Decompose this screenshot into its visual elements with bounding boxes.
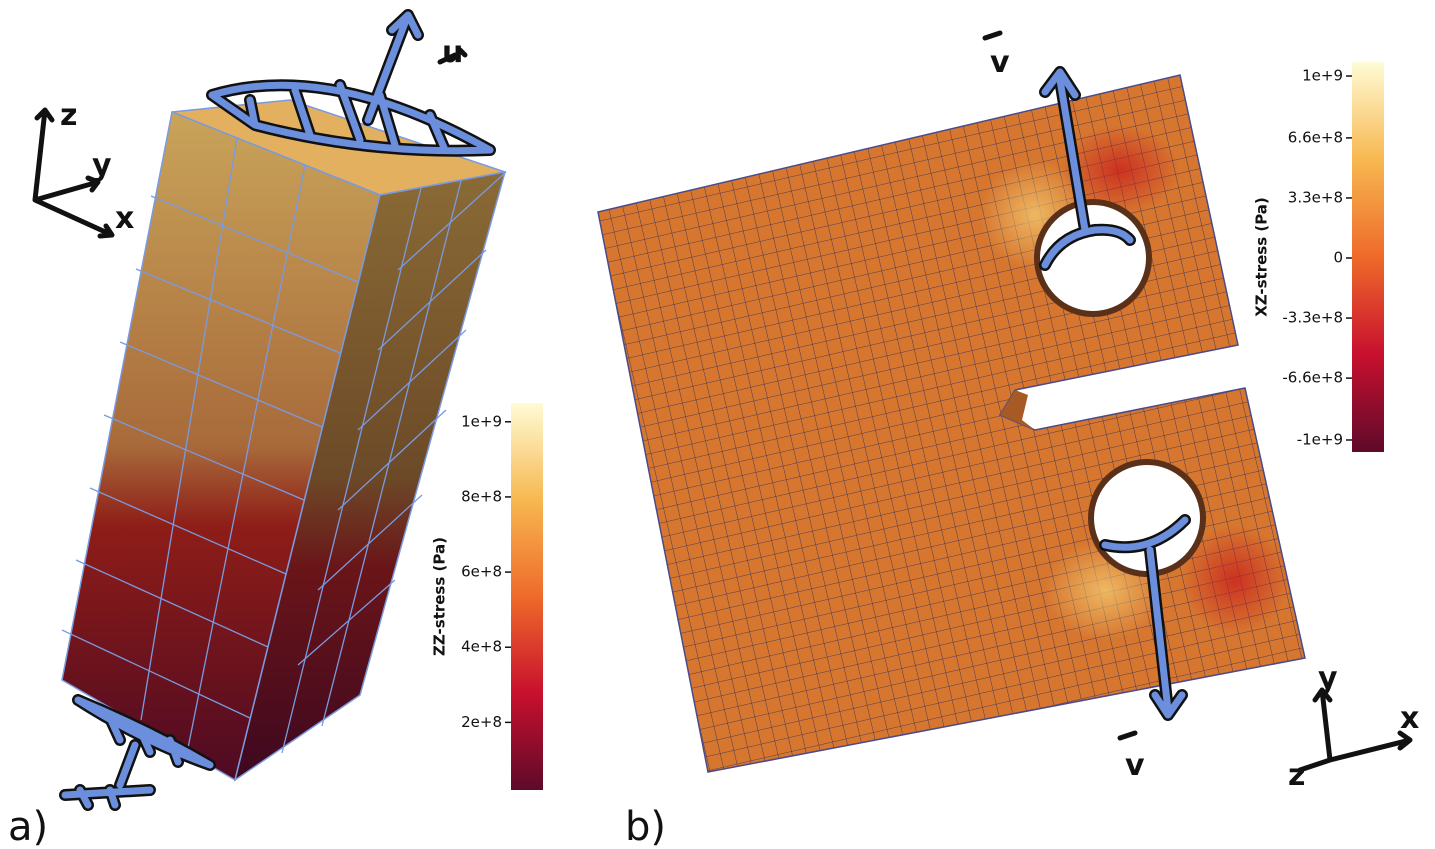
tick-label: 1e+9 bbox=[1302, 67, 1343, 85]
axis-label: x bbox=[1400, 701, 1419, 736]
vector-label: v bbox=[990, 45, 1010, 80]
colorbar-title: ZZ-stress (Pa) bbox=[431, 537, 449, 656]
panel-label: b) bbox=[625, 804, 666, 849]
tick-label: -1e+9 bbox=[1297, 430, 1343, 448]
tick-label: -6.6e+8 bbox=[1282, 369, 1343, 387]
axis-label: x bbox=[115, 201, 134, 236]
tick-label: 0 bbox=[1333, 249, 1343, 267]
tick-label: 2e+8 bbox=[461, 713, 502, 731]
axis-label: z bbox=[60, 98, 77, 133]
panel-label: a) bbox=[8, 804, 48, 849]
vector-label: v bbox=[1125, 748, 1145, 783]
axis-label: y bbox=[1318, 661, 1338, 696]
tick-label: 3.3e+8 bbox=[1288, 188, 1343, 206]
tick-label: 6e+8 bbox=[461, 563, 502, 581]
colorbar bbox=[511, 403, 543, 790]
axis-label: z bbox=[1288, 758, 1305, 793]
colorbar-title: XZ-stress (Pa) bbox=[1253, 197, 1271, 317]
tick-label: 4e+8 bbox=[461, 638, 502, 656]
tick-label: -3.3e+8 bbox=[1282, 309, 1343, 327]
vector-label: u bbox=[442, 35, 463, 70]
tick-label: 6.6e+8 bbox=[1288, 128, 1343, 146]
tick-label: 1e+9 bbox=[461, 412, 502, 430]
figure: z y x u a) v v y x z b) 1e+9 8e+8 6e+8 4e+8… bbox=[0, 0, 1435, 849]
tick-label: 8e+8 bbox=[461, 487, 502, 505]
axis-label: y bbox=[92, 148, 112, 183]
colorbar bbox=[1352, 62, 1384, 452]
mesh-plate bbox=[598, 75, 1305, 772]
